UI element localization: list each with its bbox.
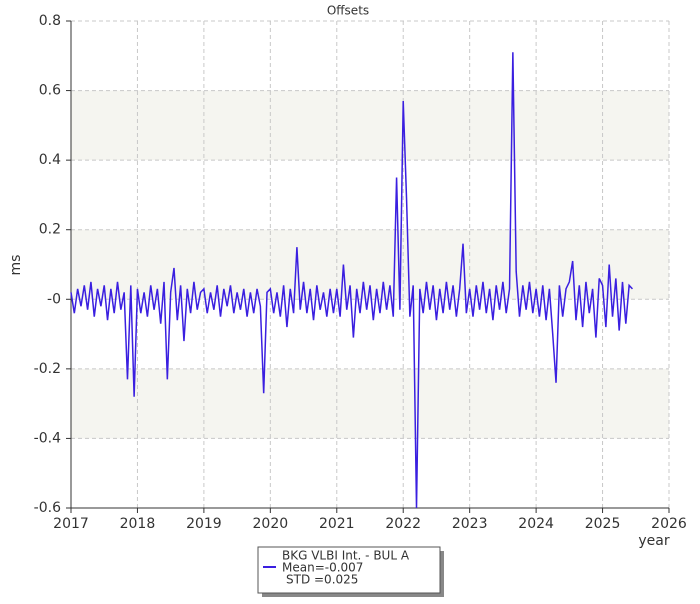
y-tick-label: 0.6	[39, 83, 61, 99]
x-tick-label: 2024	[518, 516, 554, 532]
y-tick-label: -0.2	[34, 361, 61, 377]
y-tick-label: 0.8	[39, 13, 61, 29]
x-tick-label: 2022	[385, 516, 421, 532]
x-tick-label: 2021	[319, 516, 355, 532]
x-tick-label: 2018	[120, 516, 156, 532]
x-tick-label: 2023	[452, 516, 488, 532]
y-tick-label: -0	[47, 291, 61, 307]
x-tick-label: 2017	[53, 516, 89, 532]
plot-band	[71, 90, 669, 161]
legend-box	[257, 546, 441, 594]
legend-label: BKG VLBI Int. - BUL A	[282, 549, 410, 563]
chart-title: Offsets	[327, 4, 369, 18]
x-tick-label: 2020	[253, 516, 289, 532]
y-tick-label: -0.6	[34, 500, 61, 516]
plot-band	[71, 368, 669, 439]
y-tick-label: 0.4	[39, 152, 61, 168]
x-tick-label: 2026	[651, 516, 687, 532]
y-tick-label: -0.4	[34, 430, 61, 446]
x-axis-label: year	[638, 533, 669, 549]
data-line	[70, 52, 634, 509]
legend-stat: STD =0.025	[286, 573, 358, 587]
x-tick-label: 2019	[186, 516, 222, 532]
legend-stat: Mean=-0.007	[282, 561, 363, 575]
y-axis-label: ms	[8, 255, 24, 276]
y-tick-label: 0.2	[39, 222, 61, 238]
x-tick-label: 2025	[585, 516, 621, 532]
